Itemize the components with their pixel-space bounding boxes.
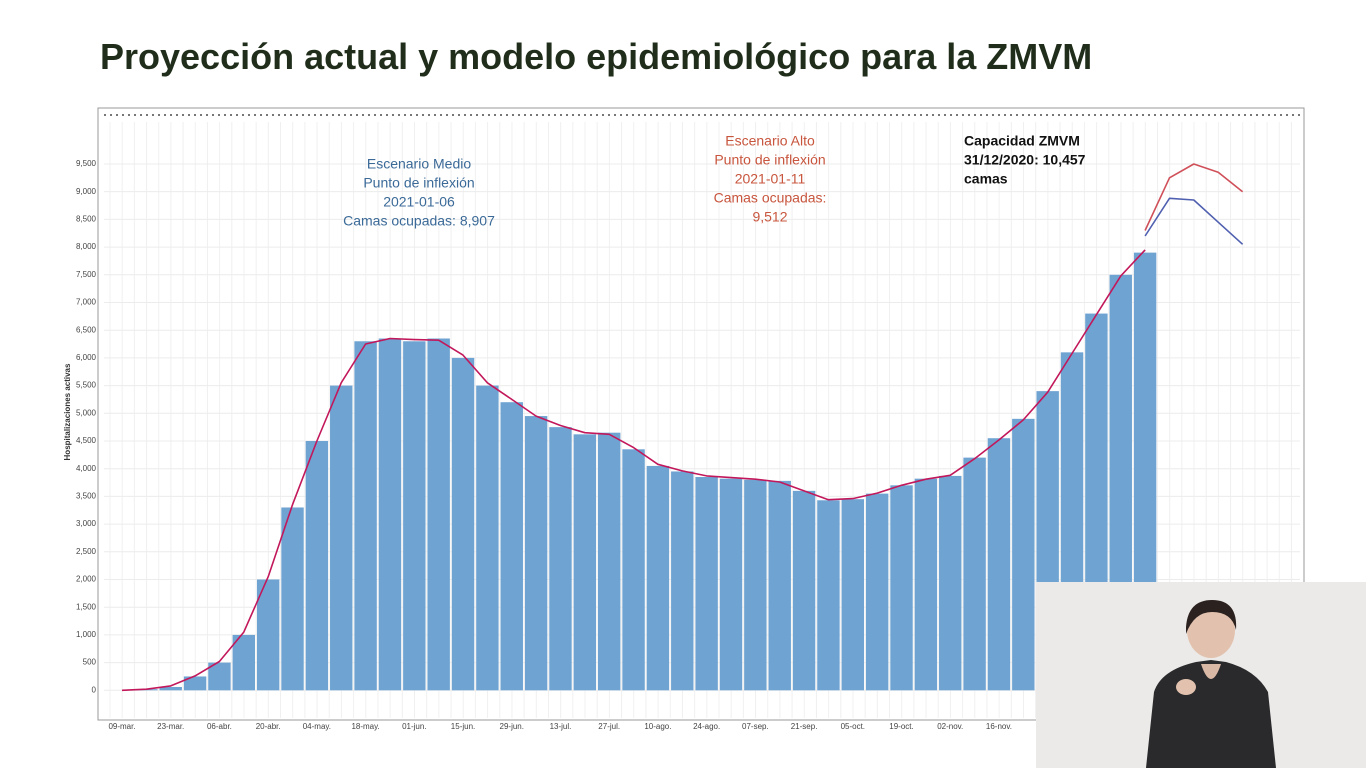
y-tick-label: 0	[92, 685, 97, 694]
line	[1144, 197, 1244, 245]
y-tick-label: 6,500	[76, 325, 97, 334]
x-tick-label: 06-abr.	[207, 722, 232, 731]
y-tick-label: 9,000	[76, 187, 97, 196]
bar	[427, 338, 450, 691]
x-tick-label: 13-jul.	[550, 722, 572, 731]
bar	[1133, 252, 1157, 691]
y-axis-title: Hospitalizaciones activas	[63, 363, 72, 460]
slide-title: Proyección actual y modelo epidemiológic…	[100, 36, 1093, 77]
bar	[597, 432, 621, 691]
bar	[939, 475, 962, 691]
y-tick-label: 9,500	[76, 159, 97, 168]
annotation-text: Camas ocupadas: 8,907	[343, 213, 495, 229]
bar	[524, 416, 548, 691]
x-tick-label: 09-mar.	[108, 722, 135, 731]
x-tick-label: 29-jun.	[500, 722, 524, 731]
bar	[963, 457, 986, 691]
y-tick-label: 500	[83, 658, 97, 667]
x-tick-label: 16-nov.	[986, 722, 1012, 731]
y-tick-label: 8,000	[76, 242, 97, 251]
bar	[549, 427, 572, 691]
annotation-text: Punto de inflexión	[714, 152, 825, 168]
y-tick-label: 2,500	[76, 547, 97, 556]
bar	[159, 686, 182, 691]
bar	[817, 500, 840, 691]
y-tick-label: 3,500	[76, 492, 97, 501]
bar	[646, 465, 670, 691]
bar	[719, 478, 743, 691]
x-tick-label: 18-may.	[351, 722, 379, 731]
line	[121, 249, 1146, 692]
annotation-text: Escenario Medio	[367, 156, 471, 172]
bar	[1012, 418, 1035, 691]
bar	[183, 676, 207, 691]
y-tick-label: 2,000	[76, 575, 97, 584]
y-tick-label: 1,500	[76, 602, 97, 611]
x-tick-label: 02-nov.	[937, 722, 963, 731]
y-tick-label: 6,000	[76, 353, 97, 362]
x-tick-label: 07-sep.	[742, 722, 769, 731]
annotation-text: Escenario Alto	[725, 133, 815, 149]
annotation-text: Camas ocupadas:	[714, 190, 827, 206]
bar	[354, 341, 377, 691]
x-tick-label: 01-jun.	[402, 722, 426, 731]
bar	[695, 477, 718, 691]
bar	[792, 490, 816, 691]
interpreter	[1036, 582, 1366, 768]
bar	[256, 579, 280, 691]
bar	[573, 434, 597, 691]
x-tick-label: 21-sep.	[791, 722, 818, 731]
bar	[232, 634, 256, 691]
y-tick-label: 3,000	[76, 519, 97, 528]
annotation-text: camas	[964, 171, 1008, 187]
bar	[281, 507, 304, 691]
bar	[500, 402, 523, 691]
bar	[987, 438, 1011, 691]
y-tick-label: 7,000	[76, 298, 97, 307]
bar	[914, 478, 938, 691]
bar	[208, 662, 231, 691]
x-tick-label: 27-jul.	[598, 722, 620, 731]
annotation-text: 2021-01-11	[735, 171, 806, 187]
x-tick-label: 24-ago.	[693, 722, 720, 731]
annotation-text: Capacidad ZMVM	[964, 133, 1080, 149]
x-tick-label: 19-oct.	[889, 722, 913, 731]
y-tick-label: 8,500	[76, 214, 97, 223]
bar	[890, 485, 913, 691]
y-tick-label: 4,000	[76, 464, 97, 473]
bar	[865, 493, 889, 691]
sign-language-video	[1036, 582, 1366, 768]
y-tick-label: 1,000	[76, 630, 97, 639]
annotation-text: 2021-01-06	[383, 194, 455, 210]
y-tick-label: 7,500	[76, 270, 97, 279]
y-tick-label: 4,500	[76, 436, 97, 445]
annotation-text: 9,512	[752, 209, 787, 225]
bar	[476, 385, 499, 691]
x-tick-label: 04-may.	[303, 722, 331, 731]
x-tick-label: 10-ago.	[644, 722, 671, 731]
bar	[622, 449, 645, 691]
bar	[378, 338, 402, 691]
bar	[841, 499, 865, 691]
y-tick-label: 5,000	[76, 408, 97, 417]
bar	[330, 385, 353, 691]
bar	[403, 341, 426, 691]
bar	[451, 357, 475, 691]
line	[1144, 163, 1244, 231]
annotation-text: 31/12/2020: 10,457	[964, 152, 1086, 168]
bar	[768, 480, 791, 691]
x-tick-label: 15-jun.	[451, 722, 475, 731]
bar	[305, 440, 329, 691]
y-tick-label: 5,500	[76, 381, 97, 390]
x-tick-label: 20-abr.	[256, 722, 281, 731]
bar	[744, 479, 767, 691]
annotation-text: Punto de inflexión	[363, 175, 474, 191]
x-tick-label: 05-oct.	[841, 722, 865, 731]
x-tick-label: 23-mar.	[157, 722, 184, 731]
bar	[671, 471, 694, 691]
